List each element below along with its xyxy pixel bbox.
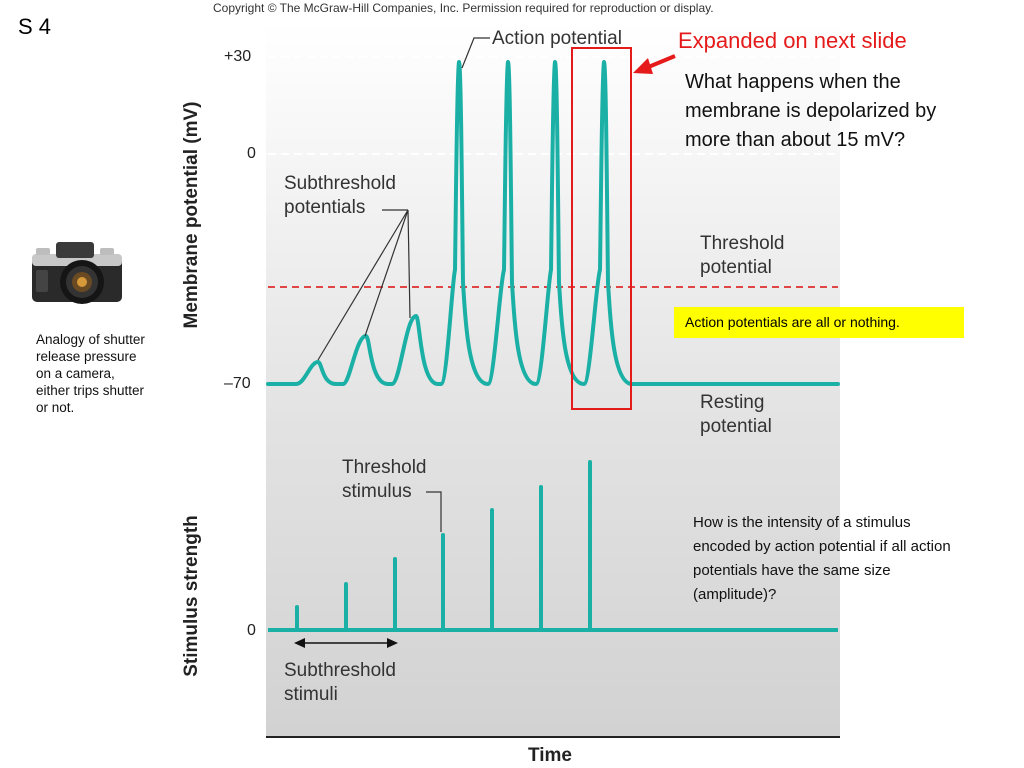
label-line: Threshold: [342, 457, 427, 478]
stimulus-pulses: [295, 460, 592, 632]
double-arrow-head-left: [294, 638, 305, 648]
threshold-potential-label: Threshold potential: [700, 232, 785, 280]
threshold-stimulus-label: Threshold stimulus: [342, 456, 427, 504]
double-arrow-head-right: [387, 638, 398, 648]
label-line: potentials: [284, 197, 366, 218]
tick-label-minus70: –70: [224, 375, 251, 392]
all-or-nothing-callout: Action potentials are all or nothing.: [674, 307, 964, 338]
arrow-head: [633, 58, 653, 74]
question-depolarized: What happens when the membrane is depola…: [685, 71, 937, 151]
pointer-line: [426, 491, 442, 532]
camera-analogy-text: Analogy of shutter release pressure on a…: [36, 332, 145, 415]
membrane-potential-trace: [266, 60, 840, 386]
membrane-axis-title: Membrane potential (mV): [181, 101, 202, 329]
label-line: Subthreshold: [284, 173, 396, 194]
tick-label-plus30: +30: [224, 48, 252, 65]
pointer-line: [461, 37, 490, 69]
highlight-box: [571, 47, 632, 410]
tick-label-zero: 0: [247, 145, 256, 162]
slide-number: S 4: [18, 14, 52, 39]
label-line: stimulus: [342, 481, 412, 502]
question-intensity: How is the intensity of a stimulus encod…: [693, 514, 951, 603]
copyright-notice: Copyright © The McGraw-Hill Companies, I…: [213, 1, 714, 15]
label-line: potential: [700, 416, 772, 437]
pointer-line: [407, 209, 411, 319]
label-line: Threshold: [700, 233, 785, 254]
pointer-line: [317, 209, 409, 361]
subthreshold-stimuli-label: Subthreshold stimuli: [284, 659, 396, 707]
pointer-line: [364, 209, 409, 337]
arrow-shaft: [645, 54, 676, 70]
tick-label-stimulus-zero: 0: [247, 622, 256, 639]
time-axis-title: Time: [528, 745, 573, 766]
label-line: Resting: [700, 392, 765, 413]
label-line: Subthreshold: [284, 660, 396, 681]
subthreshold-potentials-label: Subthreshold potentials: [284, 172, 396, 220]
expanded-note: Expanded on next slide: [678, 28, 907, 53]
resting-potential-label: Resting potential: [700, 391, 772, 439]
action-potential-label: Action potential: [492, 28, 622, 49]
label-line: stimuli: [284, 684, 338, 705]
camera-icon: [32, 242, 122, 304]
label-line: potential: [700, 257, 772, 278]
stimulus-axis-title: Stimulus strength: [181, 515, 202, 677]
